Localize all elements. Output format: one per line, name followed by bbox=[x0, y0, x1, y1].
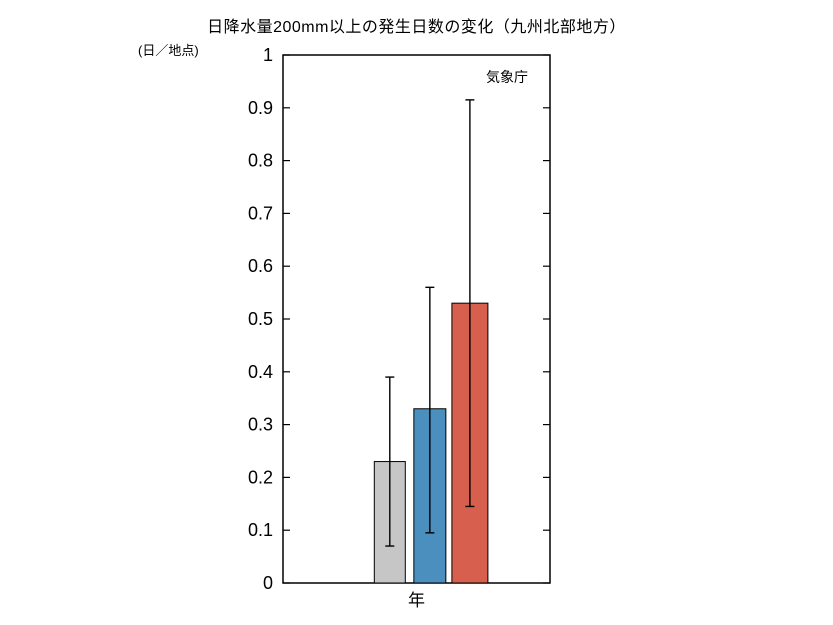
y-tick-label: 0.6 bbox=[248, 256, 273, 276]
y-tick-label: 1 bbox=[263, 45, 273, 65]
x-axis-label: 年 bbox=[408, 591, 425, 610]
y-tick-label: 0.3 bbox=[248, 415, 273, 435]
y-tick-label: 0.9 bbox=[248, 98, 273, 118]
chart-title: 日降水量200mm以上の発生日数の変化（九州北部地方） bbox=[207, 19, 626, 36]
y-tick-label: 0.4 bbox=[248, 362, 273, 382]
y-tick-label: 0.2 bbox=[248, 467, 273, 487]
y-tick-label: 0 bbox=[263, 573, 273, 593]
y-tick-label: 0.5 bbox=[248, 309, 273, 329]
y-axis-unit-label: (日／地点) bbox=[138, 43, 199, 58]
y-tick-label: 0.7 bbox=[248, 203, 273, 223]
y-tick-label: 0.8 bbox=[248, 151, 273, 171]
source-annotation: 気象庁 bbox=[486, 69, 528, 85]
y-tick-label: 0.1 bbox=[248, 520, 273, 540]
